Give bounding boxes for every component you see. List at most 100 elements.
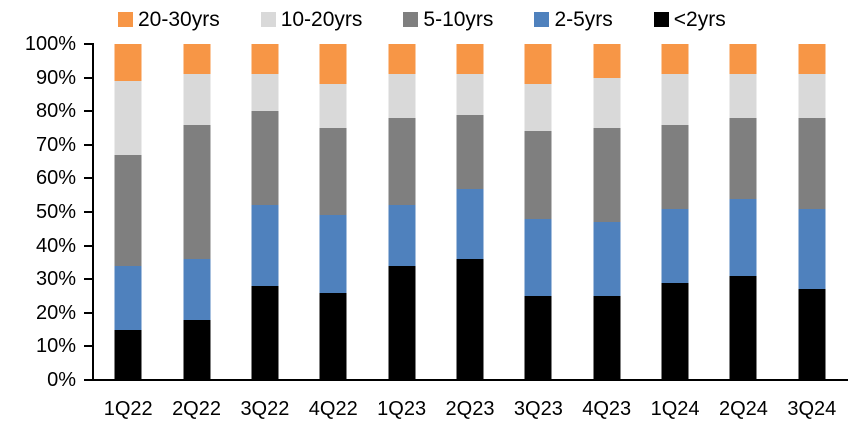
y-axis-labels: 100% 90% 80% 70% 60% 50% 40% 30% 20% 10% 0%	[0, 34, 76, 390]
bar-segment	[388, 117, 416, 206]
plot-area	[94, 44, 846, 380]
bar	[183, 44, 211, 380]
x-tick-label: 3Q23	[513, 398, 563, 420]
x-tick-label: 3Q24	[787, 398, 837, 420]
bar	[524, 44, 552, 380]
x-tick-label: 2Q23	[445, 398, 495, 420]
y-tick	[84, 177, 94, 180]
bar-segment	[524, 131, 552, 219]
bar-segment	[388, 205, 416, 266]
bar-segment	[524, 44, 552, 85]
bar-segment	[524, 296, 552, 380]
bar-segment	[456, 74, 484, 115]
y-tick	[84, 278, 94, 281]
legend-item: 10-20yrs	[260, 8, 363, 31]
legend-label: 10-20yrs	[280, 8, 363, 31]
y-tick-label: 60%	[35, 167, 76, 190]
y-tick	[84, 311, 94, 314]
bar-segment	[729, 44, 757, 75]
x-tick-label: 1Q24	[650, 398, 700, 420]
legend-item: 5-10yrs	[403, 9, 493, 30]
legend-label: 2-5yrs	[554, 8, 613, 31]
x-tick-label: 1Q22	[103, 398, 153, 420]
bar-segment	[456, 188, 484, 260]
y-tick	[84, 244, 94, 247]
bar-segment	[593, 128, 621, 223]
bar	[729, 44, 757, 380]
bar-segment	[388, 265, 416, 380]
x-tick-label: 1Q23	[377, 398, 427, 420]
bar	[319, 44, 347, 380]
legend-label: <2yrs	[673, 8, 726, 31]
x-tick-label: 4Q23	[582, 398, 632, 420]
bar-segment	[798, 44, 826, 75]
legend-item: 2-5yrs	[534, 8, 613, 31]
y-tick-label: 30%	[35, 268, 76, 291]
bar-segment	[798, 117, 826, 209]
bar-segment	[798, 208, 826, 290]
bar-segment	[183, 74, 211, 125]
bar-segment	[524, 84, 552, 132]
bar-segment	[661, 74, 689, 125]
legend-label: 20-30yrs	[138, 8, 220, 31]
bar-segment	[251, 44, 279, 75]
x-axis-line	[84, 379, 848, 381]
y-tick-label: 0%	[47, 369, 76, 391]
bar-segment	[114, 44, 142, 81]
bar-segment	[524, 218, 552, 296]
legend-swatch-icon	[260, 12, 276, 27]
bar	[456, 44, 484, 380]
bar-segment	[319, 44, 347, 85]
y-tick	[84, 110, 94, 113]
bar-segment	[183, 259, 211, 320]
y-tick	[84, 345, 94, 348]
bar	[593, 44, 621, 380]
bar-segment	[456, 44, 484, 75]
bar	[798, 44, 826, 380]
bar-segment	[729, 275, 757, 380]
bar-segment	[593, 44, 621, 78]
bar-segment	[456, 114, 484, 189]
bar-segment	[319, 215, 347, 293]
bar-segment	[729, 117, 757, 199]
bar-segment	[388, 44, 416, 75]
x-tick-label: 3Q22	[240, 398, 290, 420]
bar-segment	[661, 282, 689, 380]
y-tick-label: 40%	[35, 234, 76, 257]
bar-segment	[661, 208, 689, 283]
bar	[661, 44, 689, 380]
bar-segment	[183, 124, 211, 260]
bar-segment	[729, 198, 757, 276]
bar-segment	[251, 285, 279, 380]
y-tick-label: 80%	[35, 100, 76, 123]
bar-segment	[661, 44, 689, 75]
y-tick	[84, 43, 94, 45]
bar-segment	[251, 74, 279, 112]
legend-swatch-icon	[653, 12, 669, 27]
y-tick-label: 50%	[35, 201, 76, 223]
bar-segment	[114, 154, 142, 266]
legend-item: 20-30yrs	[118, 9, 220, 30]
y-tick-label: 20%	[35, 301, 76, 324]
legend: 20-30yrs 10-20yrs 5-10yrs 2-5yrs <2yrs	[118, 9, 726, 30]
bar-segment	[593, 222, 621, 296]
legend-label: 5-10yrs	[423, 8, 494, 31]
bar-segment	[114, 329, 142, 380]
y-tick	[84, 143, 94, 146]
bar-segment	[183, 319, 211, 380]
bar-segment	[251, 111, 279, 206]
y-tick-label: 70%	[35, 133, 76, 156]
bar-segment	[388, 74, 416, 118]
bar-segment	[593, 296, 621, 380]
bar-segment	[183, 44, 211, 75]
bar-segment	[661, 124, 689, 209]
legend-item: <2yrs	[653, 8, 726, 31]
legend-swatch-icon	[534, 12, 550, 27]
bar-segment	[319, 84, 347, 129]
bar	[114, 44, 142, 380]
x-axis-labels: 1Q22 2Q22 3Q22 4Q22 1Q23 2Q23 3Q23 4Q23 1Q24 2Q24…	[94, 397, 846, 423]
bar-segment	[114, 265, 142, 330]
bar-segment	[798, 289, 826, 380]
bar-segment	[251, 205, 279, 286]
